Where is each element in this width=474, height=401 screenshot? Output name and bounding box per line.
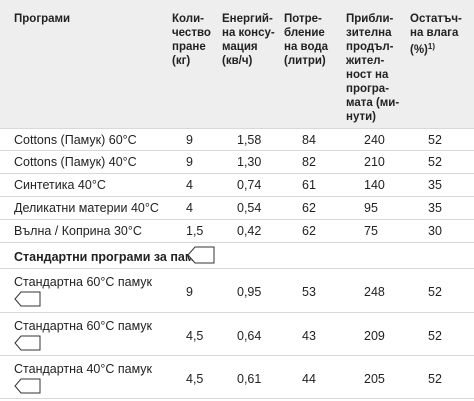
header-water: Потре- бление на вода (литри) (284, 13, 329, 67)
energy-value: 0,64 (237, 329, 262, 343)
energy-value: 0,95 (237, 285, 262, 299)
water-value: 43 (302, 329, 316, 343)
moisture-value: 30 (428, 224, 442, 238)
table-row: Стандартна 60°C памук 9 0,95 53 248 52 (0, 268, 474, 313)
quantity-value: 9 (186, 133, 193, 147)
program-name: Стандартна 60°C памук (14, 319, 153, 333)
header-duration: Прибли- зителна продъл- жител- ност на п… (346, 13, 400, 123)
program-name: Cottons (Памук) 40°C (14, 155, 137, 169)
energy-value: 0,42 (237, 224, 262, 238)
program-name: Cottons (Памук) 60°C (14, 133, 137, 147)
table-row: Синтетика 40°C 4 0,74 61 140 35 (0, 173, 474, 196)
water-value: 62 (302, 201, 316, 215)
program-name: Стандартна 40°C памук (14, 362, 153, 376)
program-name: Деликатни материи 40°C (14, 201, 159, 215)
energy-value: 0,74 (237, 178, 262, 192)
moisture-value: 52 (428, 285, 442, 299)
table-row: Стандартна 60°C памук 4,5 0,64 43 209 52 (0, 312, 474, 356)
energy-value: 1,30 (237, 155, 262, 169)
table-row: Стандартна 40°C памук 4,5 0,61 44 205 52 (0, 355, 474, 399)
duration-value: 75 (364, 224, 378, 238)
table-row: Cottons (Памук) 60°C 9 1,58 84 240 52 (0, 128, 474, 151)
header-moisture-text: Остатъч- на влага (%) (410, 13, 462, 56)
water-value: 53 (302, 285, 316, 299)
table-row: Вълна / Коприна 30°C 1,5 0,42 62 75 30 (0, 219, 474, 242)
quantity-value: 9 (186, 285, 193, 299)
header-program: Програми (14, 13, 71, 25)
water-value: 61 (302, 178, 316, 192)
moisture-value: 52 (428, 372, 442, 386)
table-row: Cottons (Памук) 40°C 9 1,30 82 210 52 (0, 150, 474, 173)
program-name: Синтетика 40°C (14, 178, 106, 192)
table-header: Програми Коли- чество пране (кг) Енергий… (0, 0, 474, 128)
header-quantity: Коли- чество пране (кг) (172, 13, 211, 67)
moisture-value: 52 (428, 329, 442, 343)
moisture-value: 52 (428, 133, 442, 147)
section-row: Стандартни програми за памук (0, 242, 474, 269)
program-name: Стандартна 60°C памук (14, 275, 153, 289)
header-moisture: Остатъч- на влага (%)1) (410, 12, 462, 57)
quantity-value: 4 (186, 178, 193, 192)
duration-value: 140 (364, 178, 385, 192)
quantity-value: 9 (186, 155, 193, 169)
quantity-value: 4,5 (186, 329, 204, 343)
energy-value: 1,58 (237, 133, 262, 147)
duration-value: 210 (364, 155, 385, 169)
duration-value: 205 (364, 372, 385, 386)
energy-value: 0,61 (237, 372, 262, 386)
energy-label-tag-icon (187, 246, 215, 264)
quantity-value: 4 (186, 201, 193, 215)
duration-value: 248 (364, 285, 385, 299)
table-row: Деликатни материи 40°C 4 0,54 62 95 35 (0, 196, 474, 219)
program-name: Вълна / Коприна 30°C (14, 224, 142, 238)
quantity-value: 4,5 (186, 372, 204, 386)
energy-value: 0,54 (237, 201, 262, 215)
water-value: 82 (302, 155, 316, 169)
moisture-value: 35 (428, 201, 442, 215)
water-value: 44 (302, 372, 316, 386)
energy-label-tag-icon (14, 378, 41, 394)
footnote-marker: 1) (427, 42, 436, 51)
energy-label-tag-icon (14, 335, 41, 351)
header-energy: Енергий- на консу- мация (кв/ч) (222, 13, 275, 67)
table-bottom-border (0, 398, 474, 399)
moisture-value: 52 (428, 155, 442, 169)
duration-value: 209 (364, 329, 385, 343)
duration-value: 240 (364, 133, 385, 147)
duration-value: 95 (364, 201, 378, 215)
moisture-value: 35 (428, 178, 442, 192)
section-title: Стандартни програми за памук (14, 250, 208, 264)
quantity-value: 1,5 (186, 224, 204, 238)
energy-label-tag-icon (14, 291, 41, 307)
water-value: 62 (302, 224, 316, 238)
water-value: 84 (302, 133, 316, 147)
